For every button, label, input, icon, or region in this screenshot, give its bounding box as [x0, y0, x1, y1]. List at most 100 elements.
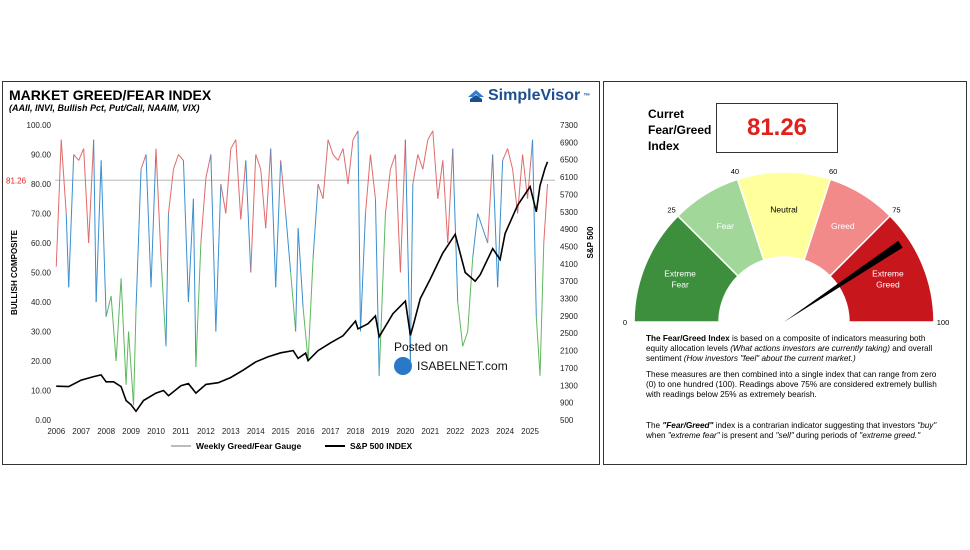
isabelnet-logo-icon	[394, 357, 412, 375]
x-tick-label: 2023	[471, 427, 489, 436]
gauge-series-segment	[135, 169, 142, 308]
gauge-series-segment	[205, 154, 212, 179]
desc-p3-i3: "sell"	[775, 431, 794, 440]
x-tick-label: 2020	[396, 427, 414, 436]
gauge-series-segment	[160, 257, 167, 347]
gauge-series-segment	[412, 154, 419, 185]
chart-title: MARKET GREED/FEAR INDEX	[9, 87, 212, 103]
gauge-series-segment	[192, 198, 197, 367]
y-left-tick-label: 80.00	[31, 180, 52, 189]
gauge-series-segment	[83, 148, 90, 244]
x-tick-label: 2010	[147, 427, 165, 436]
gauge-value: 81.26	[746, 114, 808, 141]
gauge-series-segment	[210, 154, 217, 332]
desc-p3-bi: "Fear/Greed"	[662, 421, 714, 430]
gauge-label-line-3: Index	[648, 139, 680, 153]
gauge-segment-label: Extreme	[664, 268, 696, 278]
gauge-segment-label: Extreme	[872, 268, 904, 278]
gauge-segment-extreme-greed	[828, 214, 935, 323]
y-left-tick-label: 90.00	[31, 151, 52, 160]
gauge-series-segment	[457, 301, 464, 347]
brand-tm: ™	[583, 92, 591, 100]
simplevisor-mark-icon	[468, 90, 484, 102]
gauge-segment-label: Greed	[876, 279, 900, 289]
gauge-series-segment	[389, 154, 396, 170]
desc-p3-d: is present and	[719, 431, 776, 440]
gauge-series-segment	[215, 183, 222, 332]
x-tick-label: 2021	[421, 427, 439, 436]
gauge-series-segment	[487, 154, 494, 244]
gauge-series-segment	[378, 213, 386, 376]
gauge-series-segment	[250, 154, 257, 273]
gauge-panel: Curret Fear/Greed Index 81.26 Extreme Fea…	[603, 81, 967, 465]
gauge-series-segment	[150, 148, 157, 288]
y-right-tick-label: 5700	[560, 190, 578, 199]
gauge-series-segment	[255, 154, 262, 170]
gauge-value-box: 81.26	[716, 103, 838, 153]
y-left-tick-label: 30.00	[31, 328, 52, 337]
gauge-scale-label: 0	[623, 318, 627, 327]
y-left-tick-label: 50.00	[31, 269, 52, 278]
gauge-series-segment	[352, 130, 359, 140]
desc-p3-e: during periods of	[793, 431, 860, 440]
y-right-tick-label: 4100	[560, 260, 578, 269]
x-tick-label: 2022	[446, 427, 464, 436]
gauge-series-segment	[302, 307, 309, 362]
gauge-series-segment	[245, 160, 252, 273]
y-left-axis-label: BULLISH COMPOSITE	[10, 229, 19, 315]
gauge-series-segment	[452, 148, 459, 303]
gauge-series-segment	[88, 139, 95, 244]
gauge-series-segment	[502, 148, 509, 161]
gauge-series-segment	[532, 139, 537, 317]
x-tick-label: 2015	[272, 427, 290, 436]
greed-fear-chart: 100.00 90.00 80.00 70.00 60.00 50.00 40.00 30.0…	[6, 121, 595, 436]
gauge-series-segment	[347, 139, 354, 185]
gauge-series-segment	[399, 139, 406, 273]
x-tick-label: 2012	[197, 427, 215, 436]
gauge-series-segment	[73, 154, 80, 161]
y-right-tick-label: 3700	[560, 277, 578, 286]
gauge-series-segment	[100, 160, 107, 317]
x-tick-label: 2013	[222, 427, 240, 436]
y-right-tick-label: 6500	[560, 156, 578, 165]
y-right-tick-label: 1700	[560, 364, 578, 373]
y-right-tick-label: 7300	[560, 121, 578, 130]
current-value-label: 81.26	[6, 176, 27, 185]
gauge-series-segment	[477, 213, 484, 229]
gauge-series-segment	[482, 228, 489, 244]
gauge-series-segment	[417, 154, 424, 170]
gauge-series-segment	[187, 198, 194, 303]
gauge-series-segment	[133, 307, 137, 406]
legend-item-gauge: Weekly Greed/Fear Gauge	[171, 441, 301, 451]
description-paragraph-3: The "Fear/Greed" index is a contrarian i…	[646, 421, 946, 441]
y-right-tick-label: 5300	[560, 208, 578, 217]
x-tick-label: 2011	[172, 427, 190, 436]
gauge-series-segment	[280, 160, 287, 214]
gauge-series-segment	[182, 160, 189, 303]
gauge-series-segment	[120, 278, 127, 385]
gauge-series-segment	[427, 130, 434, 140]
watermark-site: ISABELNET.com	[417, 359, 508, 373]
y-right-tick-label: 1300	[560, 381, 578, 390]
desc-p1-b: and overall sentiment	[646, 344, 933, 363]
y-right-tick-label: 3300	[560, 295, 578, 304]
y-right-tick-label: 6900	[560, 138, 578, 147]
gauge-scale-label: 100	[937, 318, 950, 327]
y-right-tick-label: 4900	[560, 225, 578, 234]
gauge-series-segment	[295, 228, 299, 332]
gauge-series-segment	[462, 331, 469, 347]
gauge-series-segment	[275, 160, 282, 288]
gauge-segment-label: Fear	[716, 221, 734, 231]
x-tick-label: 2007	[72, 427, 90, 436]
gauge-label: Curret Fear/Greed Index	[648, 106, 711, 154]
gauge-series-segment	[322, 139, 329, 199]
watermark-posted: Posted on	[394, 340, 449, 354]
x-tick-label: 2017	[322, 427, 340, 436]
y-right-tick-label: 2900	[560, 312, 578, 321]
gauge-series-segment	[327, 139, 334, 155]
y-left-tick-label: 20.00	[31, 357, 52, 366]
gauge-series-segment	[128, 331, 135, 406]
gauge-series-segment	[240, 160, 247, 220]
gauge-series-segment	[472, 213, 479, 258]
gauge-series-segment	[125, 331, 130, 385]
